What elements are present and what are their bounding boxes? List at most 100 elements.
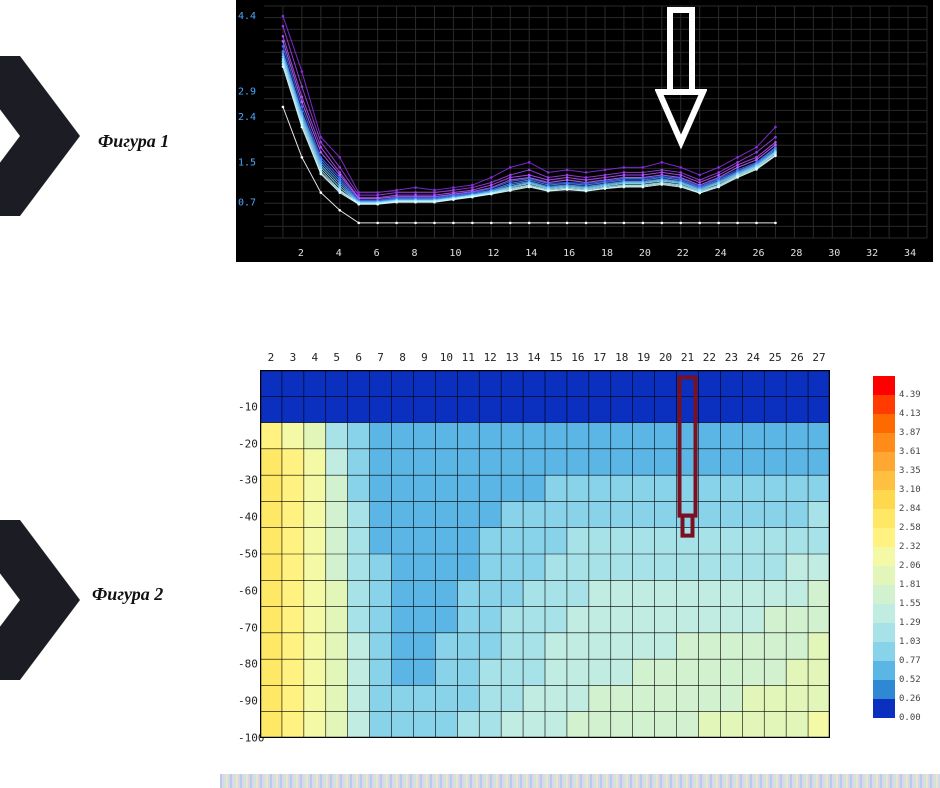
legend-swatch [873,642,895,661]
chart2-ytick: -20 [238,437,258,450]
chart2-xtick: 16 [571,351,584,364]
legend-value: 1.55 [895,599,921,609]
legend-stop: 4.39 [873,376,933,395]
legend-swatch [873,699,895,718]
chart1-xtick: 30 [828,248,840,259]
chart1-xtick: 8 [412,248,418,259]
legend-swatch [873,452,895,471]
chart1-xtick: 20 [639,248,651,259]
chart1-xtick: 26 [753,248,765,259]
legend-swatch [873,680,895,699]
chart1-xtick: 4 [336,248,342,259]
chart2-ytick: -70 [238,621,258,634]
decor-chevron-bottom [0,520,80,680]
legend-value: 3.35 [895,466,921,476]
legend-value: 3.10 [895,485,921,495]
chart1-xtick: 18 [601,248,613,259]
legend-swatch [873,623,895,642]
chart1-xtick: 2 [298,248,304,259]
chart2-xtick: 22 [703,351,716,364]
legend-value: 3.87 [895,428,921,438]
chart1-ytick: 2.9 [238,87,256,98]
legend-swatch [873,604,895,623]
legend-swatch [873,376,895,395]
chart2-xtick: 5 [333,351,340,364]
chart2-xtick: 4 [311,351,318,364]
legend-swatch [873,566,895,585]
legend-value: 4.39 [895,390,921,400]
legend-value: 0.77 [895,656,921,666]
legend-value: 2.32 [895,542,921,552]
chart2-xtick: 2 [268,351,275,364]
figure2-label: Фигура 2 [92,584,163,605]
chart2-xtick: 24 [747,351,760,364]
legend-swatch [873,509,895,528]
chart2-xtick: 7 [377,351,384,364]
legend-value: 0.52 [895,675,921,685]
chart2-xtick: 17 [593,351,606,364]
legend-swatch [873,585,895,604]
chart1-xtick: 16 [563,248,575,259]
legend-swatch [873,528,895,547]
chart1-xtick: 34 [904,248,916,259]
chart2-xtick: 26 [790,351,803,364]
heatmap-legend: 4.39 4.13 3.87 3.61 3.35 3.10 2.84 2.58 2.32 2.06… [873,376,933,718]
figure1-label: Фигура 1 [98,131,169,152]
chart2-ytick: -30 [238,474,258,487]
legend-value: 0.26 [895,694,921,704]
chart2-xtick: 13 [505,351,518,364]
decor-chevron-top [0,56,80,216]
legend-value: 3.61 [895,447,921,457]
chart2-xtick: 19 [637,351,650,364]
chart2-xtick: 11 [462,351,475,364]
chart2-ytick: -10 [238,400,258,413]
chart2-ytick: -60 [238,584,258,597]
chart2-xtick: 21 [681,351,694,364]
chart1-xtick: 12 [487,248,499,259]
chart2-heatmap: 2345678910111213141516171819202122232425… [236,348,933,748]
chart2-xtick: 15 [549,351,562,364]
legend-swatch [873,661,895,680]
legend-value: 1.03 [895,637,921,647]
chart1-xtick: 24 [715,248,727,259]
legend-swatch [873,395,895,414]
legend-value: 2.84 [895,504,921,514]
chart2-xtick: 18 [615,351,628,364]
chart2-xtick: 10 [440,351,453,364]
chart2-xtick: 3 [290,351,297,364]
arrow-down-icon [655,6,707,156]
chart2-ytick: -50 [238,548,258,561]
legend-value: 4.13 [895,409,921,419]
legend-swatch [873,471,895,490]
legend-value: 0.00 [895,713,921,723]
chart1-line-plot: 0.71.52.42.94.42468101214161820222426283… [236,0,933,262]
chart2-xtick: 23 [725,351,738,364]
chart1-ytick: 4.4 [238,11,256,22]
chart1-xtick: 6 [374,248,380,259]
chart1-ytick: 1.5 [238,157,256,168]
chart1-ytick: 2.4 [238,112,256,123]
chart2-xtick: 25 [769,351,782,364]
chart2-xtick: 20 [659,351,672,364]
chart1-ytick: 0.7 [238,198,256,209]
chart2-xtick: 12 [484,351,497,364]
legend-swatch [873,547,895,566]
chart1-xtick: 32 [866,248,878,259]
chart2-xtick: 6 [355,351,362,364]
chart2-xtick: 9 [421,351,428,364]
legend-value: 1.81 [895,580,921,590]
chart2-xtick: 8 [399,351,406,364]
decor-noise-strip [220,774,940,788]
chart1-xtick: 10 [449,248,461,259]
legend-swatch [873,433,895,452]
chart2-xtick: 27 [812,351,825,364]
chart1-xtick: 22 [677,248,689,259]
legend-value: 2.58 [895,523,921,533]
chart2-ytick: -80 [238,658,258,671]
chart1-xtick: 28 [790,248,802,259]
legend-value: 2.06 [895,561,921,571]
chart1-xtick: 14 [525,248,537,259]
legend-swatch [873,414,895,433]
legend-value: 1.29 [895,618,921,628]
chart2-ytick: -90 [238,695,258,708]
